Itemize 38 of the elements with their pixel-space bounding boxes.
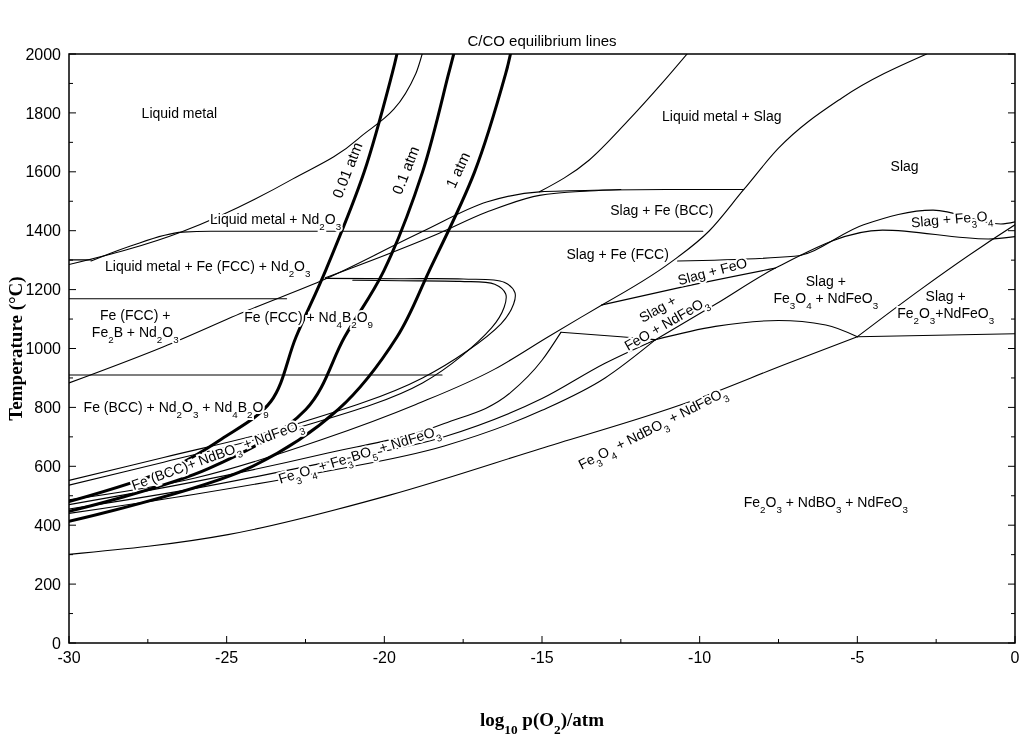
annotation: Fe (FCC) + Nd$_{4}$B$_{2}$O$_{9}$	[244, 309, 374, 330]
x-tick-label: 0	[1010, 649, 1020, 666]
y-tick-label: 600	[34, 457, 62, 475]
text: 0.1 atm	[388, 143, 423, 197]
y-tick-label: 1800	[25, 104, 62, 122]
x-tick-label: -25	[215, 649, 239, 666]
y-tick-label: 1400	[25, 222, 62, 240]
y-axis-title: Temperature (°C)	[5, 276, 27, 421]
y-tick-label: 1600	[25, 163, 62, 181]
annotation: Liquid metal + Nd$_{2}$O$_{3}$	[209, 210, 342, 232]
annotation: Slag + Fe (BCC)	[610, 201, 714, 218]
x-tick-label: -15	[530, 649, 554, 666]
chart-title: C/CO equilibrium lines	[467, 32, 617, 49]
annotation: Slag + Fe (FCC)	[566, 246, 669, 263]
annotation: Fe$_{2}$O$_{3}$ + NdBO$_{3}$ + NdFeO$_{3}$	[743, 493, 909, 515]
text: 1 atm	[441, 149, 474, 191]
x-tick-label: -30	[57, 649, 81, 666]
y-tick-label: 800	[34, 399, 62, 416]
y-tick-label: 1200	[25, 281, 62, 299]
annotation: Slag + FeO	[675, 254, 749, 289]
annotation: Liquid metal	[141, 104, 218, 121]
x-axis-title: log$_{10}$ p(O$_{2}$)/atm	[480, 709, 605, 737]
x-tick-label: -10	[688, 649, 712, 666]
y-tick-label: 1000	[25, 340, 62, 358]
text: 0.01 atm	[328, 139, 366, 201]
y-tick-label: 0	[52, 634, 62, 652]
y-tick-label: 2000	[25, 45, 62, 63]
annotation: Slag + Fe$_{3}$O$_{4}$ + NdFeO$_{3}$	[773, 273, 879, 311]
y-tick-label: 400	[34, 516, 62, 534]
annotation: Slag	[890, 157, 919, 174]
annotation: Liquid metal + Fe (FCC) + Nd$_{2}$O$_{3}$	[105, 257, 311, 279]
annotation: Fe (FCC) + Fe$_{2}$B + Nd$_{2}$O$_{3}$	[91, 307, 180, 345]
annotation: Liquid metal + Slag	[662, 107, 782, 124]
text: Fe (BCC) + Nd$_{2}$O$_{3}$ + Nd$_{4}$B$_{2}$O$_{9}$	[83, 399, 269, 420]
annotation: Slag + Fe$_{2}$O$_{3}$+NdFeO$_{3}$	[897, 287, 995, 326]
x-tick-label: -5	[850, 649, 865, 666]
y-tick-label: 200	[34, 575, 62, 593]
x-tick-label: -20	[372, 649, 396, 666]
